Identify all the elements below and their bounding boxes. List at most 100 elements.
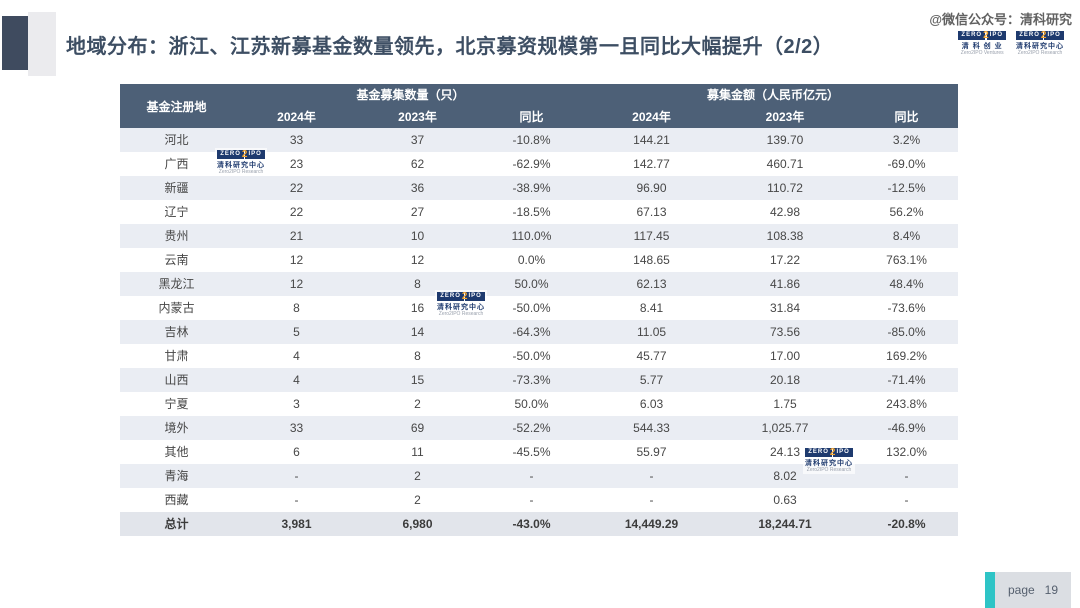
value-cell: 14 — [360, 320, 475, 344]
logo-zero-box: ZERO — [217, 150, 244, 160]
logo-en-label: Zero2IPO Research — [218, 168, 264, 175]
value-cell: 144.21 — [588, 128, 716, 152]
value-cell: 3.2% — [855, 128, 959, 152]
value-cell: 5 — [233, 320, 360, 344]
table-row: 辽宁 22 27 -18.5% 67.13 42.98 56.2% — [120, 200, 959, 224]
region-funds-table: 基金注册地 基金募集数量（只） 募集金额（人民币亿元） 2024年 2023年 … — [120, 84, 959, 536]
corner-header-cell: 基金注册地 — [120, 84, 233, 128]
table-row: 吉林 5 14 -64.3% 11.05 73.56 -85.0% — [120, 320, 959, 344]
value-cell: 73.56 — [715, 320, 856, 344]
subheader-yoy-count: 同比 — [475, 105, 589, 128]
value-cell: 31.84 — [715, 296, 856, 320]
subheader-2024-count: 2024年 — [233, 105, 360, 128]
value-cell: 62.13 — [588, 272, 716, 296]
logo-zero-box: ZERO — [805, 448, 832, 458]
value-cell: 8.41 — [588, 296, 716, 320]
page-number-text: page 19 — [995, 583, 1071, 597]
value-cell: 139.70 — [715, 128, 856, 152]
value-cell: 62 — [360, 152, 475, 176]
value-cell: 37 — [360, 128, 475, 152]
value-cell: 12 — [233, 248, 360, 272]
logo-cn-label: 清科研究中心 — [217, 161, 265, 169]
value-cell: 2 — [360, 392, 475, 416]
zero2ipo-research-logo: ZERO 2 IPO 清科研究中心 Zero2IPO Research — [1016, 30, 1064, 56]
value-cell: -18.5% — [475, 200, 589, 224]
logo-two-glyph: 2 — [241, 149, 248, 160]
value-cell: 4 — [233, 344, 360, 368]
wechat-watermark-text: @微信公众号：清科研究 — [929, 12, 1072, 27]
region-cell: 黑龙江 — [120, 272, 233, 296]
value-cell: 33 — [233, 416, 360, 440]
value-cell: 22 — [233, 176, 360, 200]
value-cell: 117.45 — [588, 224, 716, 248]
page-badge-accent — [985, 572, 995, 608]
value-cell: 544.33 — [588, 416, 716, 440]
value-cell: 148.65 — [588, 248, 716, 272]
logo-zero-box: ZERO — [1016, 31, 1043, 41]
title-accent-dark — [2, 16, 28, 70]
value-cell: 142.77 — [588, 152, 716, 176]
table-row: 新疆 22 36 -38.9% 96.90 110.72 -12.5% — [120, 176, 959, 200]
logo-cn-label: 清 科 创 业 — [961, 42, 1003, 50]
region-cell: 山西 — [120, 368, 233, 392]
logo-en-label: Zero2IPO Research — [806, 466, 852, 473]
value-cell: - — [855, 488, 959, 512]
zero2ipo-logo-icon: ZERO 2 IPO — [958, 30, 1006, 42]
value-cell: 6 — [233, 440, 360, 464]
logo-cn-label: 清科研究中心 — [805, 459, 853, 467]
value-cell: -20.8% — [855, 512, 959, 536]
value-cell: 6,980 — [360, 512, 475, 536]
table-row-total: 总计 3,981 6,980 -43.0% 14,449.29 18,244.71 -20.… — [120, 512, 959, 536]
value-cell: 41.86 — [715, 272, 856, 296]
logo-ipo-box: IPO — [245, 150, 265, 160]
logo-two-glyph: 2 — [1040, 30, 1047, 41]
value-cell: 22 — [233, 200, 360, 224]
region-cell: 广西 — [120, 152, 233, 176]
header-logos: ZERO 2 IPO 清 科 创 业 Zero2IPO Ventures ZER… — [958, 30, 1064, 56]
value-cell: 5.77 — [588, 368, 716, 392]
value-cell: -50.0% — [475, 296, 589, 320]
logo-en-label: Zero2IPO Research — [438, 310, 484, 317]
value-cell: 1.75 — [715, 392, 856, 416]
value-cell: 18,244.71 — [715, 512, 856, 536]
table-row: 西藏 -2- -0.63- — [120, 488, 959, 512]
value-cell: 0.63 — [715, 488, 856, 512]
region-cell: 吉林 — [120, 320, 233, 344]
value-cell: 11.05 — [588, 320, 716, 344]
value-cell: -12.5% — [855, 176, 959, 200]
logo-cn-label: 清科研究中心 — [1016, 42, 1064, 50]
logo-ipo-box: IPO — [986, 31, 1006, 41]
value-cell: -10.8% — [475, 128, 589, 152]
table-row: 黑龙江 12 8 50.0% 62.13 41.86 48.4% — [120, 272, 959, 296]
subheader-2024-amount: 2024年 — [588, 105, 716, 128]
table-row: 青海 -2- -8.02- — [120, 464, 959, 488]
logo-zero-box: ZERO — [437, 292, 464, 302]
logo-zero-box: ZERO — [958, 31, 986, 41]
table-row: 河北 33 37 -10.8% 144.21 139.70 3.2% — [120, 128, 959, 152]
table-row: 甘肃 4 8 -50.0% 45.77 17.00 169.2% — [120, 344, 959, 368]
zero2ipo-watermark-logo: ZERO 2 IPO 清科研究中心 Zero2IPO Research — [435, 290, 487, 319]
table-row: 其他 6 11 -45.5% 55.97 24.13 132.0% — [120, 440, 959, 464]
logo-ipo-box: IPO — [1044, 31, 1064, 41]
value-cell: 110.0% — [475, 224, 589, 248]
page-title: 地域分布：浙江、江苏新募基金数量领先，北京募资规模第一且同比大幅提升（2/2） — [66, 36, 834, 58]
value-cell: -85.0% — [855, 320, 959, 344]
logo-ipo-box: IPO — [833, 448, 853, 458]
logo-en-label: Zero2IPO Research — [1017, 49, 1063, 56]
value-cell: 42.98 — [715, 200, 856, 224]
value-cell: 14,449.29 — [588, 512, 716, 536]
logo-two-glyph: 2 — [829, 447, 836, 458]
value-cell: 2 — [360, 464, 475, 488]
value-cell: 8.4% — [855, 224, 959, 248]
value-cell: 110.72 — [715, 176, 856, 200]
region-cell: 河北 — [120, 128, 233, 152]
region-cell: 西藏 — [120, 488, 233, 512]
region-cell: 内蒙古 — [120, 296, 233, 320]
value-cell: 460.71 — [715, 152, 856, 176]
value-cell: -62.9% — [475, 152, 589, 176]
page-label: page — [1007, 583, 1035, 597]
region-cell: 辽宁 — [120, 200, 233, 224]
zero2ipo-watermark-logo: ZERO 2 IPO 清科研究中心 Zero2IPO Research — [803, 446, 855, 475]
value-cell: 69 — [360, 416, 475, 440]
value-cell: - — [475, 488, 589, 512]
